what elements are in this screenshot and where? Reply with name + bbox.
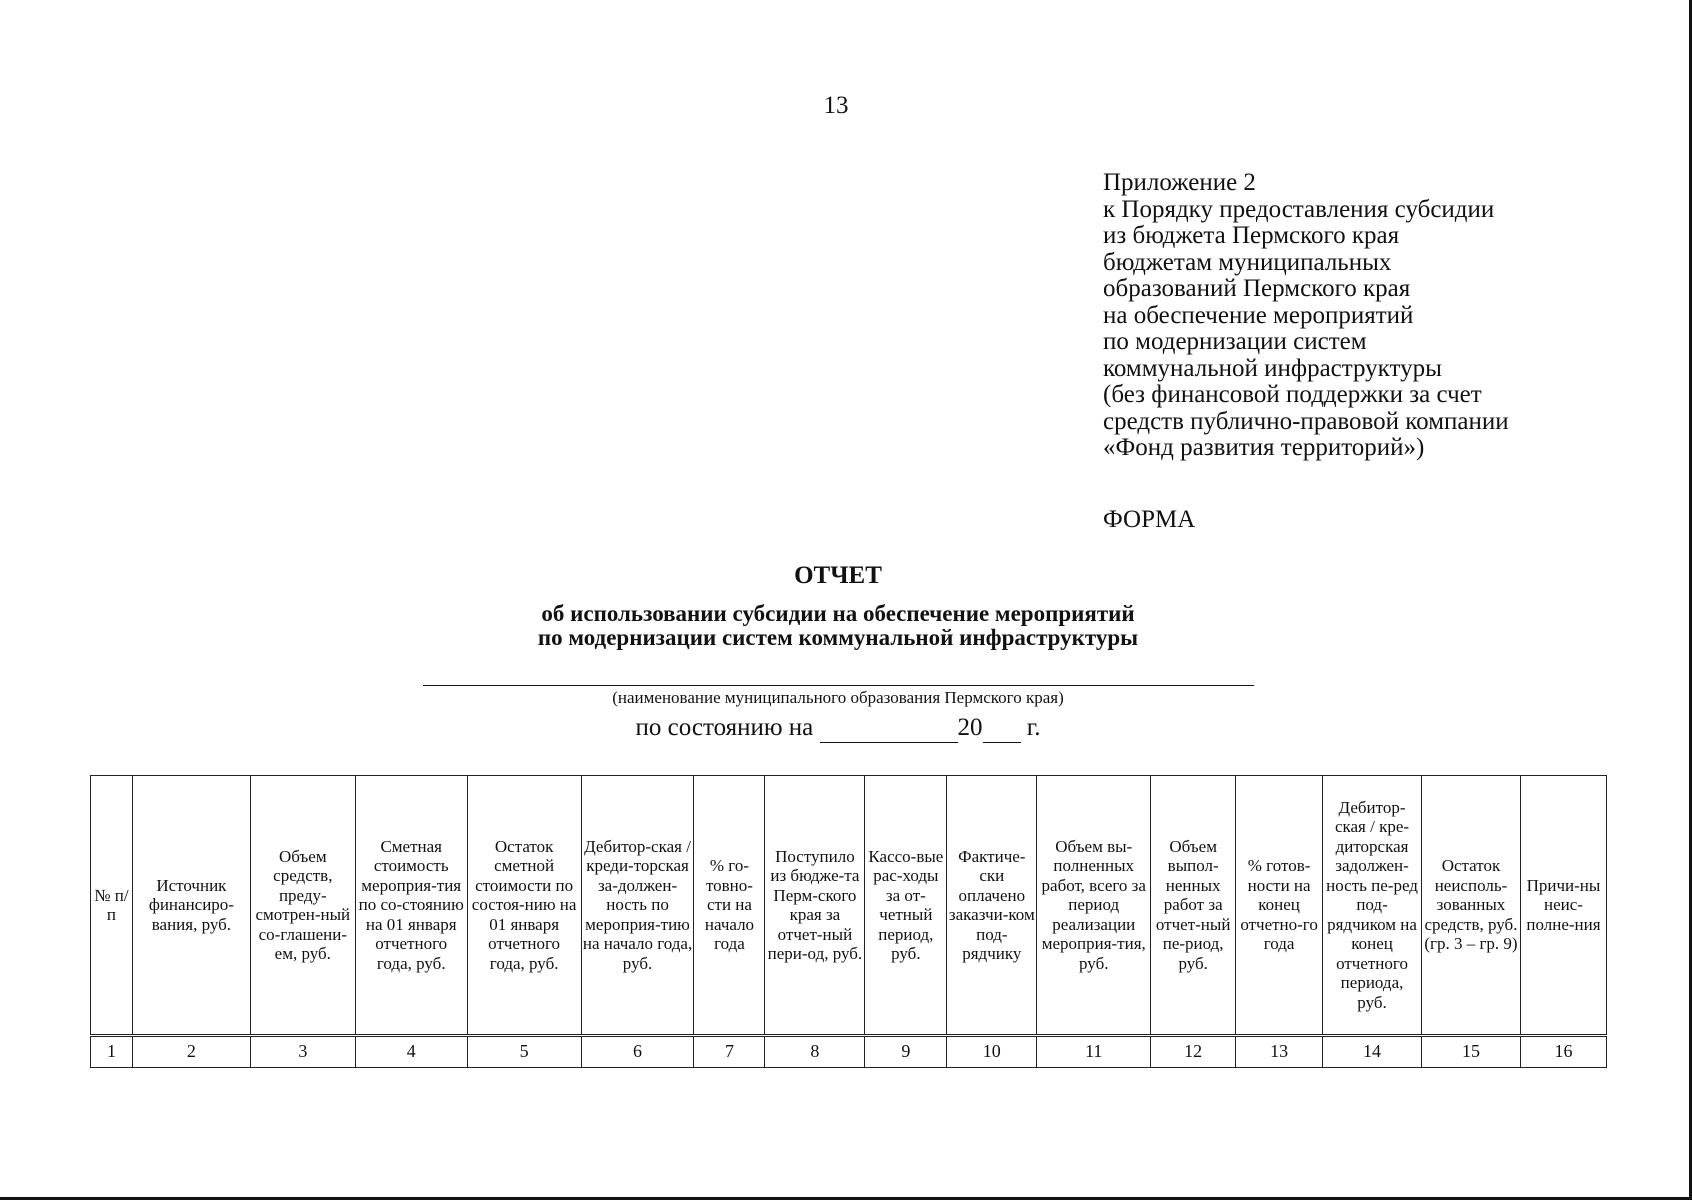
appendix-line: на обеспечение мероприятий (1103, 301, 1414, 329)
column-number: 10 (946, 1034, 1038, 1068)
column-header: Фактиче-ски оплачено заказчи-ком под-ряд… (946, 775, 1038, 1036)
appendix-line: (без финансовой поддержки за счет (1103, 381, 1482, 408)
column-header: Объем вы-полненных работ, всего за перио… (1036, 775, 1152, 1036)
page-number: 13 (823, 92, 849, 119)
column-header: Дебитор-ская / креди-торская за-должен-н… (580, 775, 695, 1036)
column-number: 13 (1235, 1034, 1324, 1068)
municipality-blank-line (423, 685, 1254, 686)
appendix-line: к Порядку предоставления субсидии (1103, 195, 1495, 223)
subtitle-line: по модернизации систем коммунальной инфр… (537, 625, 1139, 650)
column-number: 5 (466, 1034, 582, 1068)
municipality-caption: (наименование муниципального образования… (612, 688, 1064, 707)
appendix-line: Приложение 2 (1103, 169, 1256, 196)
column-header: Поступило из бюдже-та Перм-ского края за… (764, 775, 866, 1036)
column-header: Объем выпол-ненных работ за отчет-ный пе… (1150, 775, 1237, 1036)
column-header: Дебитор-ская / кре-диторская задолжен-но… (1322, 775, 1422, 1036)
column-number: 1 (90, 1034, 133, 1068)
state-date-line: по состоянию на 20 г. (0, 714, 1676, 743)
column-header: Причи-ны неис-полне-ния (1519, 775, 1608, 1036)
appendix-line: «Фонд развития территорий») (1103, 434, 1425, 461)
state-prefix: по состоянию на (635, 714, 814, 741)
column-number-row: 1 2 3 4 5 6 7 8 9 10 11 12 13 14 15 16 (90, 1034, 1608, 1068)
column-number: 11 (1036, 1034, 1152, 1068)
column-number: 15 (1421, 1034, 1521, 1068)
page-edge (1689, 0, 1692, 1200)
appendix-line: коммунальной инфраструктуры (1103, 354, 1442, 382)
appendix-line: по модернизации систем (1103, 328, 1367, 355)
column-number: 3 (249, 1034, 356, 1068)
state-suffix: г. (1026, 714, 1041, 741)
report-table: № п/п Источник финансиро-вания, руб. Объем… (90, 775, 1608, 1068)
column-header: % го-товно-сти на начало года (693, 775, 766, 1036)
column-number: 16 (1519, 1034, 1608, 1068)
date-blank (819, 714, 958, 743)
column-header: Источник финансиро-вания, руб. (131, 775, 251, 1036)
state-year: 20 (957, 714, 983, 741)
column-header: Кассо-вые рас-ходы за от-четный период, … (864, 775, 948, 1036)
report-subtitle: об использовании субсидии на обеспечение… (0, 602, 1676, 650)
subtitle-line: об использовании субсидии на обеспечение… (541, 601, 1135, 626)
column-header: Остаток неисполь-зованных средств, руб. … (1421, 775, 1521, 1036)
column-number: 6 (580, 1034, 695, 1068)
column-header: Объем средств, преду-смотрен-ный со-глаш… (249, 775, 356, 1036)
year-blank (982, 714, 1021, 743)
page-edge (0, 1197, 1692, 1200)
column-number: 9 (864, 1034, 948, 1068)
column-number: 14 (1322, 1034, 1422, 1068)
appendix-line: из бюджета Пермского края (1103, 222, 1400, 249)
appendix-line: образований Пермского края (1103, 275, 1411, 302)
appendix-line: бюджетам муниципальных (1103, 248, 1392, 276)
column-number: 7 (693, 1034, 766, 1068)
column-header: № п/п (90, 775, 133, 1036)
column-header: % готов-ности на конец отчетно-го года (1235, 775, 1324, 1036)
column-number: 8 (764, 1034, 866, 1068)
column-number: 4 (354, 1034, 468, 1068)
appendix-line: средств публично-правовой компании (1103, 407, 1509, 435)
column-header: Сметная стоимость мероприя-тия по со-сто… (354, 775, 468, 1036)
column-number: 12 (1150, 1034, 1237, 1068)
column-number: 2 (131, 1034, 251, 1068)
column-header: Остаток сметной стоимости по состоя-нию … (466, 775, 582, 1036)
report-title: ОТЧЕТ (794, 562, 882, 589)
form-label: ФОРМА (1103, 506, 1196, 533)
header-row: № п/п Источник финансиро-вания, руб. Объем… (90, 775, 1608, 1036)
